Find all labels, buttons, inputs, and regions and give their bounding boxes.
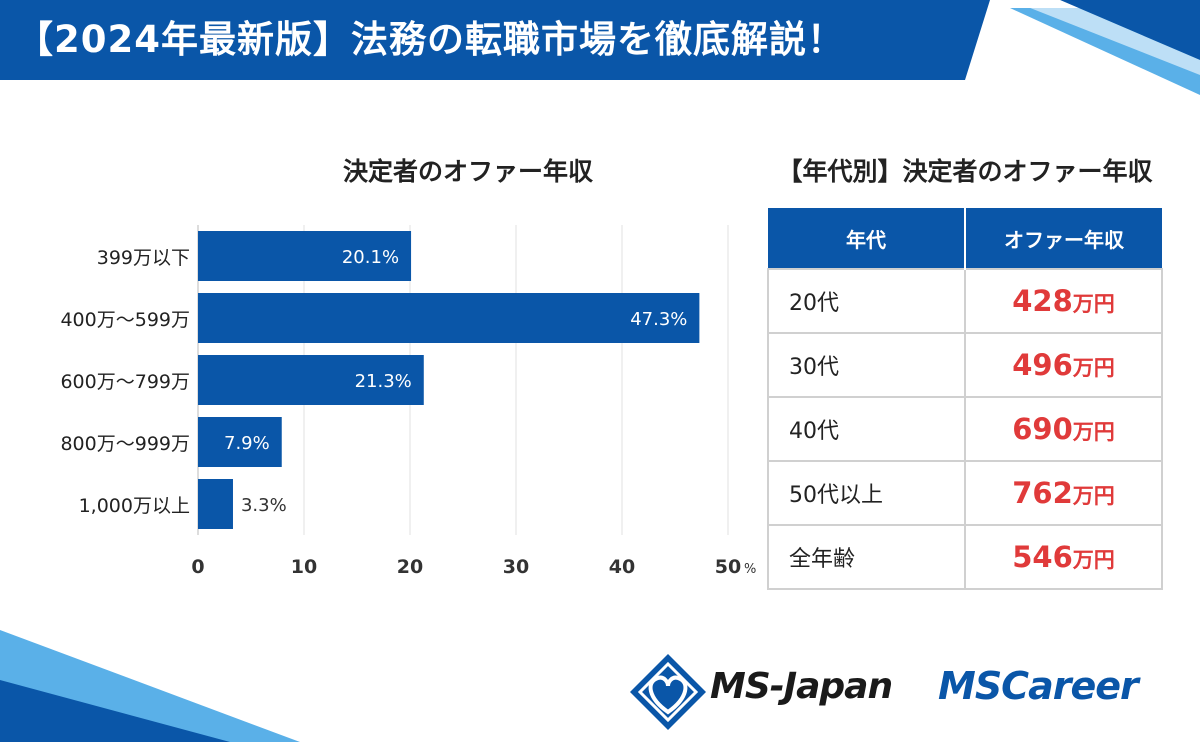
income-unit: 万円 [1072, 356, 1115, 380]
header-banner [0, 0, 1200, 95]
header-income: オファー年収 [965, 208, 1162, 269]
x-tick-label: 50 [715, 556, 741, 578]
table-row: 全年齢 546万円 [767, 524, 1163, 590]
mscareer-logo: MSCareer [938, 664, 1139, 708]
table-title: 【年代別】決定者のオファー年収 [777, 157, 1153, 186]
category-label: 1,000万以上 [79, 495, 190, 517]
age-cell: 20代 [767, 268, 966, 334]
income-unit: 万円 [1072, 420, 1115, 444]
x-unit-label: % [744, 562, 756, 577]
age-cell: 40代 [767, 396, 966, 462]
chart-title: 決定者のオファー年収 [342, 157, 593, 186]
income-cell: 496万円 [964, 332, 1163, 398]
x-tick-label: 0 [191, 556, 204, 578]
msjapan-logo-text: MS-Japan [710, 666, 893, 707]
x-tick-label: 20 [397, 556, 423, 578]
income-value: 546 [1012, 540, 1073, 574]
category-label: 400万～599万 [60, 309, 190, 331]
value-label: 3.3% [241, 495, 287, 516]
income-value: 496 [1012, 348, 1073, 382]
value-label: 7.9% [224, 433, 270, 454]
x-tick-label: 40 [609, 556, 635, 578]
bar [198, 231, 412, 281]
banner-band [0, 0, 990, 80]
value-label: 20.1% [342, 247, 399, 268]
bar [198, 417, 282, 467]
income-cell: 546万円 [964, 524, 1163, 590]
msjapan-logo: MS-Japan [628, 652, 928, 732]
x-tick-label: 30 [503, 556, 529, 578]
category-label: 800万～999万 [60, 433, 190, 455]
table-header-row: 年代 オファー年収 [768, 208, 1162, 269]
table-row: 30代 496万円 [767, 332, 1163, 398]
bar [198, 479, 233, 529]
deco-dark [0, 680, 230, 742]
table-row: 50代以上 762万円 [767, 460, 1163, 526]
table-row: 20代 428万円 [767, 268, 1163, 334]
income-unit: 万円 [1072, 484, 1115, 508]
age-cell: 全年齢 [767, 524, 966, 590]
value-label: 47.3% [630, 309, 687, 330]
income-unit: 万円 [1072, 548, 1115, 572]
age-cell: 50代以上 [767, 460, 966, 526]
income-value: 428 [1012, 284, 1073, 318]
header-age: 年代 [768, 208, 966, 269]
offer-income-chart: 399万以下 20.1% 400万～599万 47.3% 600万～799万 21.3% 8… [60, 225, 756, 578]
bottom-decoration [0, 630, 300, 742]
age-income-table: 年代 オファー年収 20代 428万円 30代 496万円 40代 690万円 … [767, 208, 1163, 590]
bar [198, 355, 424, 405]
income-cell: 428万円 [964, 268, 1163, 334]
income-cell: 690万円 [964, 396, 1163, 462]
table-row: 40代 690万円 [767, 396, 1163, 462]
bar [198, 293, 700, 343]
page-title: 【2024年最新版】法務の転職市場を徹底解説！ [16, 18, 845, 61]
category-label: 600万～799万 [60, 371, 190, 393]
value-label: 21.3% [355, 371, 412, 392]
income-value: 690 [1012, 412, 1073, 446]
age-cell: 30代 [767, 332, 966, 398]
income-cell: 762万円 [964, 460, 1163, 526]
category-label: 399万以下 [97, 247, 190, 269]
income-unit: 万円 [1072, 292, 1115, 316]
msjapan-diamond-icon [630, 654, 706, 730]
income-value: 762 [1012, 476, 1073, 510]
x-tick-label: 10 [291, 556, 317, 578]
banner-deco-white [1010, 0, 1200, 75]
